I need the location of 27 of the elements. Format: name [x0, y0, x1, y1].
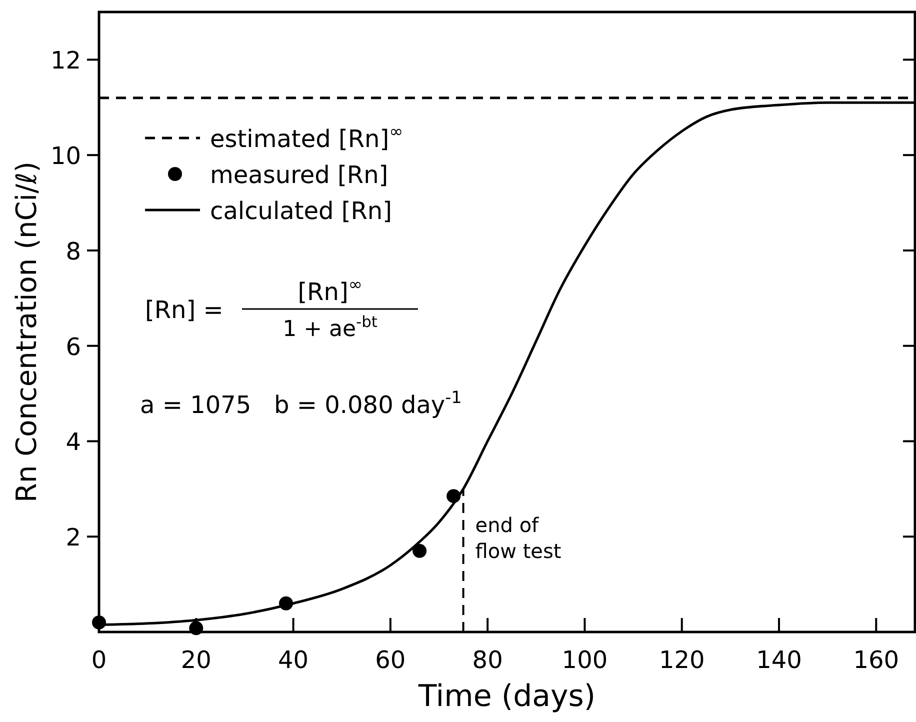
y-tick-label: 8: [66, 237, 81, 266]
legend-label: calculated [Rn]: [210, 197, 392, 225]
x-tick-label: 20: [180, 646, 212, 674]
point: [412, 544, 427, 558]
x-tick-label: 100: [562, 646, 608, 674]
x-tick-label: 0: [91, 646, 107, 674]
legend-label: measured [Rn]: [210, 161, 388, 189]
annotation: [Rn]$^{∞}$: [298, 274, 362, 306]
y-tick-label: 12: [50, 46, 81, 75]
annotation: [Rn] =: [145, 296, 224, 324]
x-tick-label: 80: [472, 646, 503, 674]
x-axis-title: Time (days): [417, 679, 596, 714]
point: [189, 621, 204, 636]
y-tick-label: 2: [66, 524, 81, 552]
x-tick-label: 120: [658, 646, 705, 674]
x-tick-label: 160: [853, 646, 900, 674]
x-tick-label: 40: [278, 646, 309, 674]
y-tick-label: 4: [66, 428, 81, 456]
y-tick-label: 6: [66, 332, 81, 361]
y-axis-title: Rn Concentration (nCi/ℓ): [10, 161, 43, 503]
annotation: a = 1075 b = 0.080 day$^{-1}$: [140, 387, 462, 419]
y-tick-label: 10: [50, 142, 81, 170]
legend-label: estimated [Rn]$^{∞}$: [210, 121, 404, 153]
x-tick-label: 140: [756, 646, 802, 674]
annotation: 1 + ae$^{-bt}$: [282, 313, 378, 342]
x-tick-label: 60: [375, 646, 406, 674]
ref-line-label: end of flow test: [475, 512, 562, 563]
